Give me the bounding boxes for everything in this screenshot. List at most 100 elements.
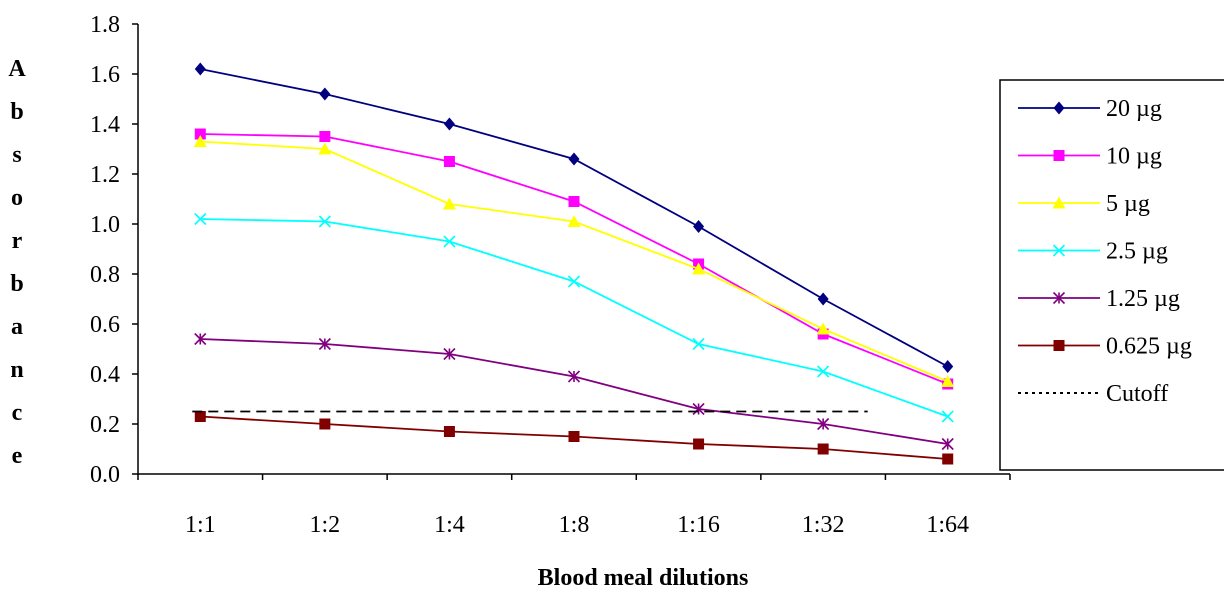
data-point [941, 375, 955, 387]
legend-label: 1.25 µg [1106, 286, 1180, 312]
legend-label: Cutoff [1106, 381, 1168, 407]
y-tick-label: 0.6 [90, 312, 120, 338]
x-tick-label: 1:8 [559, 512, 590, 538]
y-tick-label: 1.4 [90, 112, 120, 138]
data-point [942, 453, 954, 465]
series-line [200, 338, 948, 445]
series-2 [194, 128, 954, 390]
data-point [194, 411, 206, 422]
y-tick-label: 0.4 [90, 362, 120, 388]
legend-item: 5 µg [1018, 191, 1150, 217]
x-tick-label: 1:1 [185, 512, 216, 538]
series-line [200, 218, 949, 418]
data-point [193, 135, 207, 147]
data-point [318, 215, 331, 228]
y-axis-title-letter: c [12, 400, 23, 426]
legend-label: 0.625 µg [1106, 334, 1192, 360]
data-point [443, 347, 456, 361]
x-axis: 1:1 1:2 1:4 1:8 1:16 1:32 1:64 [137, 473, 1011, 538]
data-point [568, 152, 580, 166]
data-point [194, 62, 206, 76]
y-axis-title-letter: A [8, 56, 26, 82]
legend-item: 1.25 µg [1018, 286, 1180, 312]
y-tick-label: 1.2 [90, 162, 120, 188]
data-point [817, 292, 829, 306]
data-point [567, 370, 581, 383]
data-point [443, 156, 455, 167]
data-point [817, 443, 829, 455]
data-point [692, 262, 706, 275]
series-6 [194, 411, 954, 465]
plot-area [192, 62, 955, 465]
y-axis-title-letter: e [12, 443, 23, 469]
data-point [443, 117, 455, 131]
legend-marker [1053, 101, 1065, 115]
data-point [318, 142, 332, 155]
data-point [443, 235, 456, 248]
legend-item: Cutoff [1018, 381, 1168, 407]
data-point [941, 437, 954, 451]
data-point [319, 418, 331, 430]
series-line [200, 133, 949, 385]
legend-item: 20 µg [1018, 96, 1162, 122]
legend-label: 5 µg [1106, 191, 1150, 217]
legend-label: 2.5 µg [1106, 239, 1168, 265]
data-point [567, 275, 581, 288]
data-point [692, 337, 705, 351]
y-tick-label: 0.2 [90, 412, 120, 438]
x-tick-label: 1:2 [310, 512, 341, 538]
data-point [194, 332, 207, 346]
legend-marker [1053, 150, 1065, 161]
x-tick-label: 1:64 [926, 512, 969, 538]
y-tick-label: 0.0 [90, 462, 120, 488]
y-tick-label: 1.8 [90, 12, 120, 38]
legend-marker [1052, 291, 1066, 305]
data-point [194, 128, 206, 140]
data-point [816, 322, 830, 335]
data-point [692, 402, 705, 416]
data-point [817, 365, 830, 378]
series-3 [193, 135, 955, 387]
y-axis: 0.0 0.2 0.4 0.6 0.8 1.0 1.2 1.4 1.6 1.8 [90, 12, 139, 488]
data-point [319, 87, 331, 101]
data-point [941, 410, 954, 423]
legend-marker [1053, 340, 1065, 351]
data-point [567, 215, 581, 227]
x-axis-title: Blood meal dilutions [538, 565, 749, 591]
data-point [318, 337, 331, 351]
data-point [693, 220, 705, 233]
x-tick-label: 1:16 [677, 512, 720, 538]
y-axis-title-letter: r [12, 228, 23, 254]
data-point [194, 212, 207, 226]
x-tick-label: 1:32 [802, 512, 845, 538]
data-point [942, 360, 954, 373]
y-axis-title-letter: s [12, 142, 21, 168]
data-point [817, 417, 830, 431]
series-4 [194, 212, 954, 423]
legend-item: 10 µg [1018, 144, 1162, 170]
data-point [319, 131, 331, 142]
y-tick-label: 1.6 [90, 62, 120, 88]
y-axis-title-letter: o [11, 185, 23, 211]
legend-label: 20 µg [1106, 96, 1162, 122]
data-point [693, 438, 705, 450]
y-axis-title-letter: b [10, 99, 23, 125]
series-line [200, 140, 949, 383]
y-axis-title-letter: n [10, 357, 23, 383]
y-axis-title-letter: b [10, 271, 23, 297]
legend-label: 10 µg [1106, 144, 1162, 170]
x-tick-label: 1:4 [434, 512, 465, 538]
data-point [442, 197, 456, 210]
legend-marker [1052, 196, 1066, 209]
legend-item: 2.5 µg [1018, 239, 1168, 265]
series-1 [194, 62, 954, 373]
data-point [568, 431, 580, 442]
series-5 [194, 332, 954, 451]
legend: 20 µg 10 µg 5 µg 2.5 µg 1.25 µg 0.625 µg Cutof… [999, 79, 1224, 471]
legend-item: 0.625 µg [1018, 334, 1192, 360]
y-axis-title-letter: a [11, 314, 23, 340]
legend-box [999, 79, 1224, 471]
y-tick-label: 0.8 [90, 262, 120, 288]
